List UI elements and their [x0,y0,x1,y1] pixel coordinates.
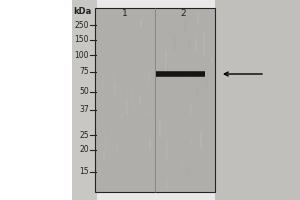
Text: 37: 37 [79,106,89,114]
Text: kDa: kDa [73,7,91,17]
Text: 20: 20 [80,146,89,154]
Text: 1: 1 [122,8,128,18]
Text: 2: 2 [180,8,186,18]
Text: 15: 15 [80,168,89,176]
Text: 50: 50 [79,88,89,97]
Text: 150: 150 [74,36,89,45]
Text: 75: 75 [79,68,89,76]
Bar [215,0,300,200]
Text: 250: 250 [74,21,89,29]
Bar [72,0,97,200]
Text: 25: 25 [80,130,89,140]
Text: 100: 100 [74,50,89,60]
Bar [95,8,215,192]
Bar [0,0,72,200]
